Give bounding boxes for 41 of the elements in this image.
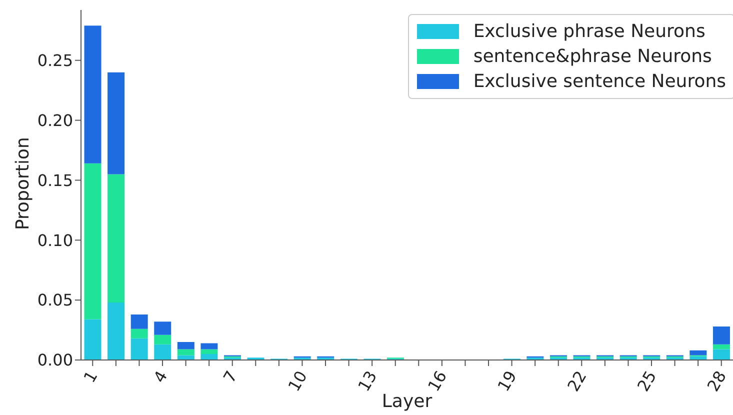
y-axis-title: Proportion: [12, 137, 34, 230]
bar: [712, 326, 730, 344]
x-tick-label: 13: [354, 368, 381, 395]
bar: [712, 349, 730, 360]
bar: [200, 349, 218, 354]
bar: [84, 163, 102, 320]
bar: [108, 302, 125, 360]
y-tick-label: 0.10: [37, 230, 73, 250]
y-tick-label: 0.25: [37, 51, 73, 70]
bar: [108, 72, 125, 174]
legend-label: sentence&phrase Neurons: [473, 45, 712, 69]
bar: [108, 174, 125, 302]
x-tick-label: 19: [494, 368, 520, 395]
bar: [84, 26, 102, 164]
bar: [200, 354, 218, 360]
bar: [130, 338, 148, 360]
bar: [177, 349, 194, 356]
bar: [84, 319, 102, 360]
bar: [690, 350, 707, 356]
x-tick-label: 7: [219, 368, 242, 386]
legend-label: Exclusive phrase Neurons: [473, 20, 706, 44]
bar: [177, 355, 194, 360]
bar: [712, 344, 730, 350]
bar: [130, 314, 148, 329]
bar: [200, 343, 218, 350]
x-tick-label: 1: [80, 368, 102, 386]
x-tick-label: 22: [564, 368, 590, 395]
bar: [154, 334, 172, 344]
x-tick-label: 28: [703, 368, 730, 395]
bar: [154, 344, 172, 360]
bar: [154, 322, 172, 335]
bar: [130, 328, 148, 338]
y-tick-label: 0.05: [37, 290, 73, 310]
x-tick-label: 25: [634, 368, 660, 395]
x-tick-label: 10: [284, 368, 311, 395]
y-tick-label: 0.00: [37, 350, 73, 370]
x-tick-label: 4: [150, 368, 172, 386]
legend-label: Exclusive sentence Neurons: [473, 70, 726, 94]
y-tick-label: 0.20: [37, 110, 73, 130]
bar: [177, 342, 194, 350]
y-tick-label: 0.15: [37, 170, 73, 190]
